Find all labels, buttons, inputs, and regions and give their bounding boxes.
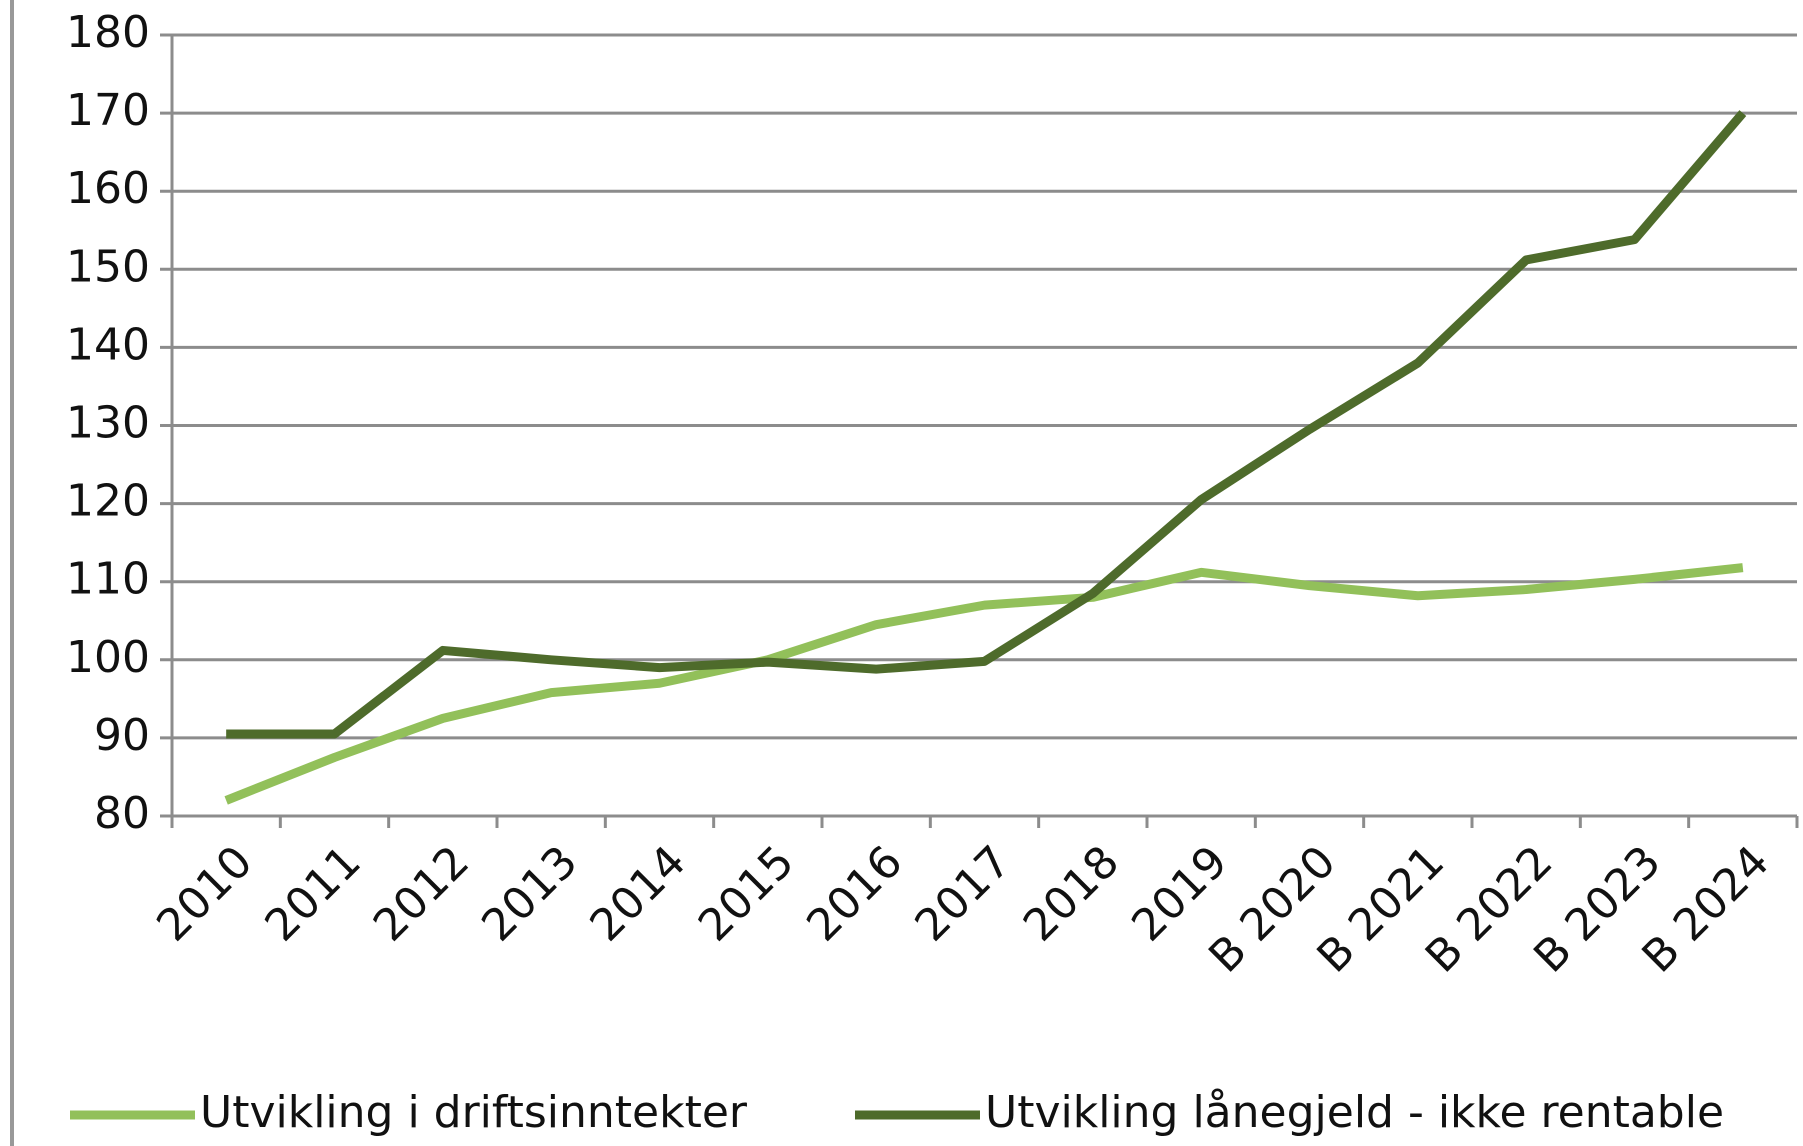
y-tick-label: 120: [66, 476, 150, 527]
x-tick-label: 2018: [1014, 836, 1129, 951]
y-tick-label: 170: [66, 85, 150, 136]
y-tick-label: 80: [94, 788, 150, 839]
y-tick-label: 140: [66, 319, 150, 370]
y-tick-label: 130: [66, 398, 150, 449]
x-tick-label: 2013: [472, 836, 587, 951]
y-tick-label: 150: [66, 241, 150, 292]
y-tick-label: 160: [66, 163, 150, 214]
x-tick-label: 2014: [581, 836, 696, 951]
series-line: [226, 110, 1747, 739]
legend-label: Utvikling lånegjeld - ikke rentable: [985, 1087, 1724, 1138]
x-tick-label: 2010: [147, 836, 262, 951]
x-tick-label: 2017: [906, 836, 1021, 951]
y-tick-label: 100: [66, 632, 150, 683]
x-tick-label: 2015: [689, 836, 804, 951]
y-tick-label: 180: [66, 7, 150, 58]
x-tick-label: 2016: [797, 836, 912, 951]
x-tick-label: 2011: [256, 836, 371, 951]
y-tick-label: 90: [94, 710, 150, 761]
y-tick-label: 110: [66, 554, 150, 605]
legend-label: Utvikling i driftsinntekter: [200, 1087, 748, 1138]
series-line: [224, 563, 1744, 805]
x-tick-label: 2012: [364, 836, 479, 951]
